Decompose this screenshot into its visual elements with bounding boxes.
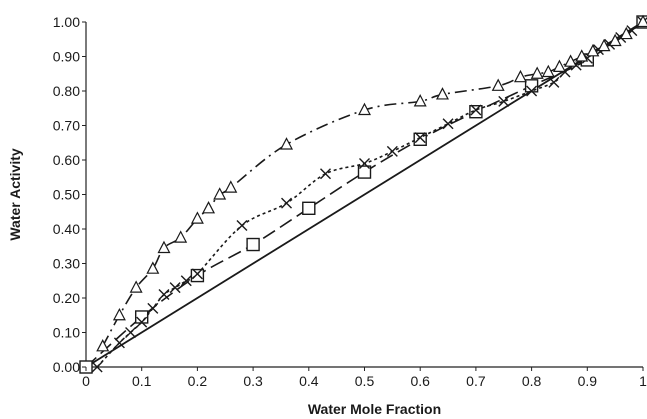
data-point-x <box>191 268 203 280</box>
data-point-triangle <box>608 33 622 47</box>
x-tick-label: 0.9 <box>578 373 598 389</box>
data-point-triangle <box>513 69 527 83</box>
data-point-triangle <box>157 240 171 254</box>
y-tick-label: 0.80 <box>53 83 80 99</box>
data-point-triangle <box>146 261 160 274</box>
data-point-x <box>442 118 454 130</box>
data-point-x <box>147 302 159 314</box>
data-point-triangle <box>541 64 555 78</box>
y-tick-label: 0.40 <box>53 221 80 237</box>
y-tick-label: 0.20 <box>53 290 80 306</box>
data-point-x <box>359 157 370 169</box>
tick-labels: 0.000.100.200.300.400.500.600.700.800.90… <box>53 14 647 389</box>
data-point-square <box>246 237 260 252</box>
data-point-triangle <box>280 137 294 150</box>
data-point-x <box>169 282 181 294</box>
data-point-triangle <box>224 180 238 193</box>
data-point-x <box>386 145 398 157</box>
data-point-triangle <box>174 230 188 243</box>
data-point-triangle <box>586 44 600 57</box>
data-point-triangle <box>575 49 589 62</box>
data-point-x <box>158 289 170 301</box>
data-point-triangle <box>129 280 143 293</box>
y-axis-label: Water Activity <box>7 148 23 241</box>
data-point-triangle <box>112 307 126 321</box>
data-point-x <box>548 76 560 88</box>
x-tick-label: 1 <box>639 373 647 389</box>
x-tick-label: 0.8 <box>522 373 542 389</box>
data-point-triangle <box>190 211 204 224</box>
data-point-triangle <box>491 78 505 91</box>
data-point-triangle <box>358 102 371 116</box>
series-triangle <box>96 14 647 352</box>
y-tick-label: 0.60 <box>53 152 80 168</box>
data-point-x <box>470 104 482 116</box>
data-point-triangle <box>636 14 647 28</box>
data-point-triangle <box>597 38 611 52</box>
data-point-triangle <box>619 26 633 40</box>
data-point-square <box>357 165 372 179</box>
x-tick-label: 0.6 <box>410 373 430 389</box>
y-tick-label: 0.10 <box>53 325 80 341</box>
data-point-x <box>281 197 293 209</box>
x-tick-label: 0.1 <box>132 373 152 389</box>
data-point-x <box>180 275 192 287</box>
x-tick-label: 0.7 <box>466 373 486 389</box>
data-point-x <box>320 168 332 180</box>
data-point-triangle <box>413 94 427 107</box>
data-point-square <box>190 268 205 283</box>
x-tick-label: 0.5 <box>355 373 375 389</box>
x-tick-label: 0.4 <box>299 373 319 389</box>
data-point-x <box>91 361 103 373</box>
data-point-triangle <box>552 59 566 72</box>
x-tick-label: 0.2 <box>188 373 208 389</box>
data-point-triangle <box>435 87 449 100</box>
x-axis-label: Water Mole Fraction <box>308 401 441 417</box>
series-none <box>85 21 644 368</box>
data-point-triangle <box>202 201 216 214</box>
data-point-x <box>498 95 510 107</box>
x-tick-label: 0 <box>82 373 90 389</box>
data-point-square <box>302 201 316 216</box>
data-point-triangle <box>530 66 544 79</box>
series-layer <box>79 14 647 374</box>
data-point-x <box>113 337 125 349</box>
data-point-x <box>136 316 148 328</box>
series-line <box>85 21 644 368</box>
y-tick-label: 1.00 <box>53 14 80 30</box>
x-tick-label: 0.3 <box>243 373 263 389</box>
data-point-triangle <box>213 187 227 200</box>
data-point-x <box>414 132 426 144</box>
y-tick-label: 0.50 <box>53 187 80 203</box>
data-point-x <box>125 327 137 338</box>
data-point-triangle <box>96 339 110 352</box>
y-tick-label: 0.70 <box>53 118 80 134</box>
data-point-x <box>236 220 248 232</box>
y-tick-label: 0.90 <box>53 49 80 65</box>
data-point-triangle <box>564 54 578 67</box>
series-line <box>96 21 644 368</box>
y-tick-label: 0.30 <box>53 256 80 272</box>
data-point-x <box>526 85 538 97</box>
y-tick-label: 0.00 <box>53 359 80 375</box>
